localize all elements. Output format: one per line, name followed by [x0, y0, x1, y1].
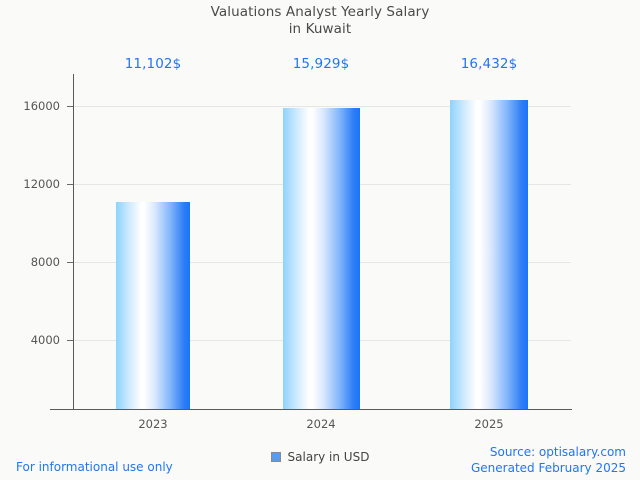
- legend-marker-salary-in-usd: [270, 452, 281, 462]
- tick-mark-4000: [67, 340, 74, 341]
- source-text: Source: optisalary.com: [489, 445, 626, 459]
- chart-title-line-2: in Kuwait: [288, 21, 352, 37]
- bar-2023[interactable]: [116, 202, 190, 409]
- generated-text: Generated February 2025: [470, 461, 626, 475]
- value-label-2023: 11,102$: [124, 56, 182, 72]
- source-block: Source: optisalary.com Generated Februar…: [471, 444, 626, 476]
- chart-title: Valuations Analyst Yearly Salary in Kuwa…: [0, 4, 640, 38]
- y-tick-label-16000: 16000: [23, 99, 60, 113]
- value-label-2024: 15,929$: [292, 56, 350, 72]
- y-tick-label-8000: 8000: [30, 255, 60, 269]
- tick-mark-16000: [67, 106, 74, 107]
- legend-label-salary-in-usd: Salary in USD: [287, 450, 370, 464]
- x-tick-label-2023: 2023: [138, 417, 168, 431]
- x-tick-label-2024: 2024: [306, 417, 336, 431]
- y-tick-label-4000: 4000: [30, 333, 60, 347]
- chart-title-line-1: Valuations Analyst Yearly Salary: [210, 4, 430, 20]
- bar-2024[interactable]: [283, 108, 360, 409]
- value-label-2025: 16,432$: [460, 56, 518, 72]
- bar-2025[interactable]: [450, 100, 528, 409]
- y-tick-label-12000: 12000: [23, 177, 60, 191]
- y-axis-spine: [73, 74, 74, 410]
- gridline-16000: [74, 106, 571, 107]
- disclaimer-text: For informational use only: [16, 460, 173, 474]
- x-tick-label-2025: 2025: [474, 417, 504, 431]
- x-axis-spine: [50, 409, 572, 410]
- tick-mark-12000: [67, 184, 74, 185]
- chart-legend: Salary in USD: [0, 450, 640, 464]
- tick-mark-8000: [67, 262, 74, 263]
